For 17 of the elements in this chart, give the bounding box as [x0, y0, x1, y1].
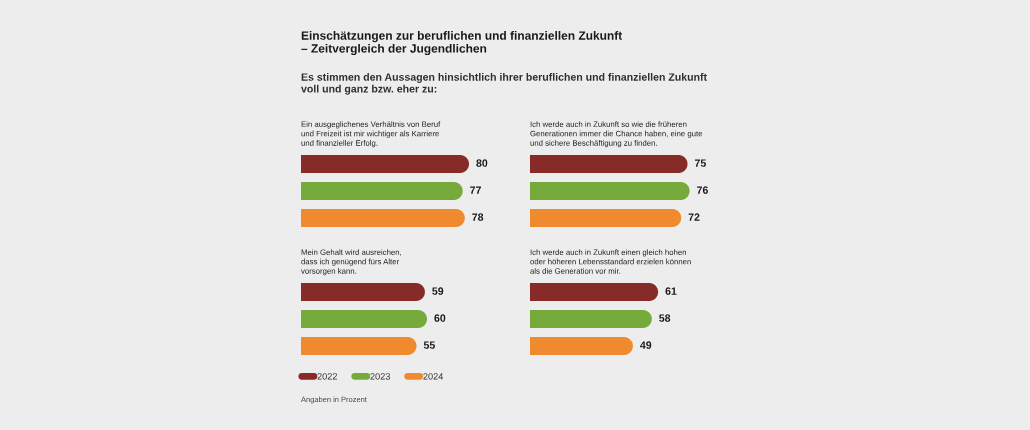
- data-label: 55: [423, 341, 435, 349]
- data-label: 72: [688, 213, 700, 221]
- data-label: 78: [472, 213, 484, 221]
- legend-label: 2023: [370, 373, 390, 380]
- text: Einschätzungen zur beruflichen und finanziellen Zukunft – Zeitvergleich der Jugendlichen: [301, 31, 623, 56]
- data-label: 49: [640, 341, 652, 349]
- data-label: 80: [476, 159, 488, 167]
- data-label: 77: [470, 186, 481, 194]
- data-label: 59: [432, 287, 444, 295]
- data-label: 75: [694, 159, 706, 167]
- legend-label: 2022: [317, 373, 337, 380]
- data-label: 76: [697, 186, 708, 194]
- text: Es stimmen den Aussagen hinsichtlich ihrer beruflichen und finanziellen Zukunft voll und ganz bzw. eher zu:: [301, 73, 707, 95]
- data-label: 58: [659, 314, 671, 322]
- legend-label: 2024: [423, 373, 444, 380]
- data-label: 61: [665, 287, 677, 295]
- data-label: 60: [434, 314, 446, 322]
